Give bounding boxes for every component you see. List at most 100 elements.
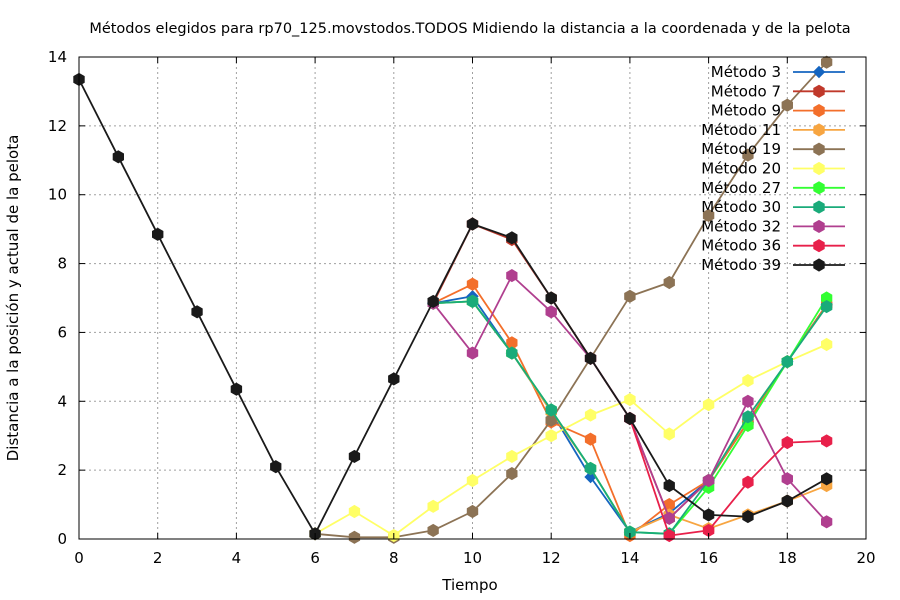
legend-swatch-marker [813,142,825,156]
legend-label: Método 3 [711,63,781,81]
y-tick-label: 6 [57,323,67,341]
series-m-todo-39-point [152,227,164,241]
series-m-todo-39-point [427,294,439,308]
series-m-todo-20-point [742,374,754,388]
series-m-todo-19-point [821,55,833,69]
series-m-todo-32-point [466,346,479,360]
legend-label: Método 27 [701,179,781,197]
x-tick-label: 20 [856,549,875,567]
series-m-todo-20-point [624,393,636,407]
series-m-todo-39-point [742,510,754,524]
series-m-todo-32-point [821,515,833,529]
series-m-todo-39-point [270,460,282,474]
series-m-todo-30-point [781,355,793,369]
y-tick-label: 8 [57,255,67,273]
x-tick-label: 16 [699,549,718,567]
x-tick-label: 4 [232,549,242,567]
series-m-todo-32-point [781,472,793,486]
series-m-todo-39-point [506,231,518,245]
legend-swatch-marker [813,123,825,137]
legend-swatch-marker [813,84,825,98]
legend-label: Método 11 [701,121,781,139]
series-m-todo-39-point [781,494,793,508]
legend-swatch-marker [813,219,825,233]
series-m-todo-39-point [191,305,203,319]
legend-label: Método 39 [701,256,781,274]
series-m-todo-36-point [821,434,833,448]
series-m-todo-39-point [821,472,833,486]
series-m-todo-19-point [427,523,439,537]
series-m-todo-30-point [584,461,597,475]
legend-label: Método 19 [701,140,781,158]
series-layer [73,55,833,544]
series-m-todo-20-line [314,343,827,537]
series-m-todo-20-point [702,398,715,412]
series-m-todo-20-point [545,429,557,443]
series-m-todo-39-point [466,217,479,231]
series-m-todo-32-point [742,394,754,408]
series-m-todo-20-point [663,427,675,441]
legend-swatch-marker [812,65,826,79]
series-m-todo-30-point [821,300,833,314]
chart-title: Métodos elegidos para rp70_125.movstodos… [89,21,850,37]
series-m-todo-32-point [545,305,557,319]
x-axis-label: Tiempo [441,576,497,594]
series-m-todo-19-point [663,275,675,290]
series-m-todo-19-point [702,208,715,222]
series-m-todo-20-point [466,473,479,488]
x-tick-label: 8 [389,549,399,567]
series-m-todo-19-point [466,504,479,519]
series-m-todo-39-point [348,449,361,463]
series-m-todo-30-point [466,294,479,308]
series-m-todo-19-point [506,467,518,481]
legend-swatch-marker [813,200,825,214]
series-m-todo-39-line [78,78,828,535]
series-m-todo-39-point [584,351,597,365]
x-tick-label: 10 [463,549,482,567]
y-axis-label: Distancia a la posición y actual de la p… [4,135,22,462]
series-m-todo-20-point [506,449,518,463]
legend-label: Método 30 [701,198,781,216]
series-m-todo-19-point [624,289,636,303]
series-m-todo-36-point [742,475,754,489]
legend-label: Método 7 [711,82,781,100]
y-tick-label: 0 [57,530,67,548]
series-m-todo-30-point [742,410,754,424]
series-m-todo-32-point [506,269,518,283]
legend-swatch-marker [813,181,825,195]
x-tick-label: 12 [542,549,561,567]
y-tick-label: 14 [48,48,67,66]
series-m-todo-39-point [112,150,124,164]
x-tick-label: 2 [153,549,163,567]
series-m-todo-39-point [545,291,557,305]
series-m-todo-39-point [663,479,675,493]
series-m-todo-30-point [506,346,518,360]
series-m-todo-30-point [545,403,557,417]
series-m-todo-9-point [466,277,479,291]
series-m-todo-20-point [427,499,439,513]
series-m-todo-39-point [388,372,400,386]
series-m-todo-36-point [781,436,793,450]
x-tick-label: 14 [620,549,639,567]
series-m-todo-20-point [348,504,361,519]
axis-ticks: 0 2 4 6 8 10 12 14 16 18 20 0 2 4 6 8 10 12 14 [48,48,876,567]
legend-swatch-marker [813,239,825,253]
legend-swatch-marker [813,258,825,272]
series-m-todo-36-point [663,529,675,543]
series-m-todo-19-line [315,61,828,539]
series-m-todo-20-point [584,408,597,422]
series-m-todo-39-point [230,382,243,396]
x-tick-label: 0 [74,549,84,567]
y-tick-label: 2 [57,461,67,479]
series-m-todo-20 [309,337,833,543]
legend-swatch-marker [813,104,825,118]
legend-label: Método 9 [711,102,781,120]
y-tick-label: 4 [57,392,67,410]
series-m-todo-9-point [584,432,597,446]
series-m-todo-39-point [702,508,715,522]
series-m-todo-19-point [742,148,754,162]
series-m-todo-19-point [348,530,361,544]
x-tick-label: 6 [310,549,320,567]
